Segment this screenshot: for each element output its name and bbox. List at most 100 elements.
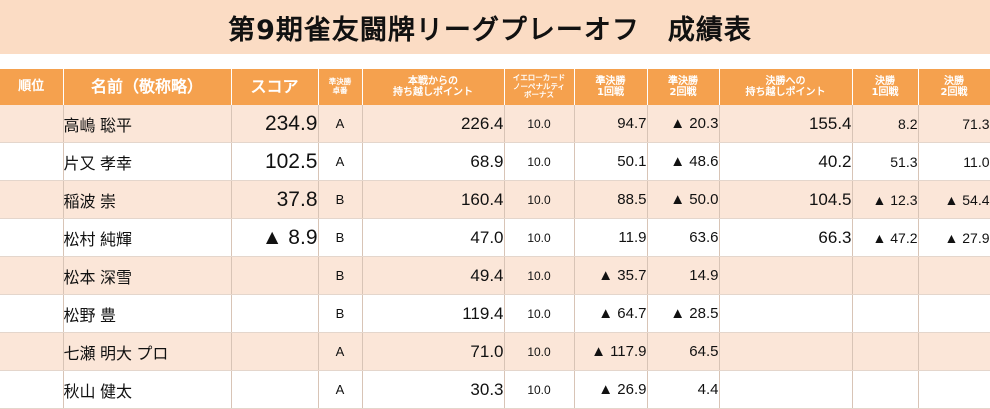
semifinal-round2-cell: ▲ 28.5 <box>647 294 720 333</box>
final-round1-cell <box>852 294 919 333</box>
yellow-card-bonus-cell: 10.0 <box>504 105 575 143</box>
col-header-final-carry: 決勝への 持ち越しポイント <box>719 69 853 105</box>
col-header-name: 名前（敬称略） <box>63 69 232 105</box>
carryover-points-cell: 160.4 <box>362 180 505 219</box>
seed-cell: A <box>318 332 363 371</box>
player-name: 七瀬 明大 プロ <box>63 332 232 371</box>
final-carryover-cell: 155.4 <box>719 105 853 143</box>
yellow-card-bonus-cell: 10.0 <box>504 142 575 181</box>
col-header-rank: 順位 <box>0 69 64 105</box>
final-round2-cell: 11.0 <box>918 142 990 181</box>
semifinal-round2-cell: 14.9 <box>647 256 720 295</box>
semifinal-round2-cell: ▲ 48.6 <box>647 142 720 181</box>
semifinal-round2-cell: 4.4 <box>647 370 720 409</box>
col-header-semi2: 準決勝 2回戦 <box>647 69 720 105</box>
final-round2-cell <box>918 256 990 295</box>
score-cell: ▲ 8.9 <box>231 218 319 257</box>
semifinal-round1-cell: 94.7 <box>574 105 648 143</box>
semifinal-round1-cell: ▲ 26.9 <box>574 370 648 409</box>
seed-cell: A <box>318 370 363 409</box>
table-row: 松野 豊 B 119.4 10.0 ▲ 64.7 ▲ 28.5 <box>0 294 990 333</box>
yellow-card-bonus-cell: 10.0 <box>504 332 575 371</box>
col-header-carry: 本戦からの 持ち越しポイント <box>362 69 505 105</box>
final-carryover-cell <box>719 370 853 409</box>
final-round1-cell: ▲ 47.2 <box>852 218 919 257</box>
final-round1-cell <box>852 256 919 295</box>
semifinal-round2-cell: ▲ 20.3 <box>647 105 720 143</box>
seed-cell: B <box>318 294 363 333</box>
final-round2-cell <box>918 332 990 371</box>
yellow-card-bonus-cell: 10.0 <box>504 370 575 409</box>
table-row: 松村 純輝 ▲ 8.9 B 47.0 10.0 11.9 63.6 66.3 ▲ 47.2 ▲ 2… <box>0 218 990 257</box>
semifinal-round1-cell: ▲ 64.7 <box>574 294 648 333</box>
carryover-points-cell: 47.0 <box>362 218 505 257</box>
score-cell: 37.8 <box>231 180 319 219</box>
score-cell <box>231 370 319 409</box>
table-row: 松本 深雪 B 49.4 10.0 ▲ 35.7 14.9 <box>0 256 990 295</box>
seed-cell: B <box>318 180 363 219</box>
semifinal-round1-cell: ▲ 35.7 <box>574 256 648 295</box>
score-cell <box>231 256 319 295</box>
semifinal-round2-cell: 63.6 <box>647 218 720 257</box>
rank-cell <box>0 180 64 219</box>
rank-cell <box>0 256 64 295</box>
rank-cell <box>0 105 64 143</box>
table-row: 高嶋 聡平 234.9 A 226.4 10.0 94.7 ▲ 20.3 155.4 8.2 71… <box>0 105 990 143</box>
rank-cell <box>0 370 64 409</box>
final-carryover-cell: 104.5 <box>719 180 853 219</box>
col-header-score: スコア <box>231 69 319 105</box>
score-cell: 102.5 <box>231 142 319 181</box>
final-round2-cell: ▲ 27.9 <box>918 218 990 257</box>
final-round1-cell: 8.2 <box>852 105 919 143</box>
results-table: 順位 名前（敬称略） スコア 準決勝 卓番 本戦からの 持ち越しポイント イエローカ… <box>0 69 990 409</box>
table-row: 七瀬 明大 プロ A 71.0 10.0 ▲ 117.9 64.5 <box>0 332 990 371</box>
semifinal-round1-cell: 88.5 <box>574 180 648 219</box>
seed-cell: B <box>318 218 363 257</box>
player-name: 松本 深雪 <box>63 256 232 295</box>
player-name: 高嶋 聡平 <box>63 105 232 143</box>
col-header-seed: 準決勝 卓番 <box>318 69 363 105</box>
seed-cell: B <box>318 256 363 295</box>
player-name: 秋山 健太 <box>63 370 232 409</box>
yellow-card-bonus-cell: 10.0 <box>504 256 575 295</box>
table-row: 稲波 崇 37.8 B 160.4 10.0 88.5 ▲ 50.0 104.5 ▲ 12.3 ▲… <box>0 180 990 219</box>
rank-cell <box>0 294 64 333</box>
rank-cell <box>0 218 64 257</box>
table-row: 片又 孝幸 102.5 A 68.9 10.0 50.1 ▲ 48.6 40.2 51.3 11.… <box>0 142 990 181</box>
carryover-points-cell: 119.4 <box>362 294 505 333</box>
final-carryover-cell: 40.2 <box>719 142 853 181</box>
yellow-card-bonus-cell: 10.0 <box>504 180 575 219</box>
final-round2-cell <box>918 294 990 333</box>
table-row: 秋山 健太 A 30.3 10.0 ▲ 26.9 4.4 <box>0 370 990 409</box>
carryover-points-cell: 68.9 <box>362 142 505 181</box>
final-carryover-cell <box>719 256 853 295</box>
final-carryover-cell: 66.3 <box>719 218 853 257</box>
final-round2-cell <box>918 370 990 409</box>
col-header-yellow: イエローカード ノーペナルティ ボーナス <box>504 69 575 105</box>
col-header-final2: 決勝 2回戦 <box>918 69 990 105</box>
player-name: 松村 純輝 <box>63 218 232 257</box>
final-round1-cell: ▲ 12.3 <box>852 180 919 219</box>
final-round2-cell: ▲ 54.4 <box>918 180 990 219</box>
semifinal-round1-cell: 50.1 <box>574 142 648 181</box>
semifinal-round1-cell: ▲ 117.9 <box>574 332 648 371</box>
col-header-final1: 決勝 1回戦 <box>852 69 919 105</box>
yellow-card-bonus-cell: 10.0 <box>504 294 575 333</box>
rank-cell <box>0 332 64 371</box>
results-body: 高嶋 聡平 234.9 A 226.4 10.0 94.7 ▲ 20.3 155.4 8.2 71… <box>0 105 990 409</box>
carryover-points-cell: 49.4 <box>362 256 505 295</box>
rank-cell <box>0 142 64 181</box>
score-cell <box>231 332 319 371</box>
semifinal-round2-cell: ▲ 50.0 <box>647 180 720 219</box>
seed-cell: A <box>318 142 363 181</box>
player-name: 稲波 崇 <box>63 180 232 219</box>
final-round1-cell <box>852 370 919 409</box>
seed-cell: A <box>318 105 363 143</box>
yellow-card-bonus-cell: 10.0 <box>504 218 575 257</box>
final-round2-cell: 71.3 <box>918 105 990 143</box>
semifinal-round2-cell: 64.5 <box>647 332 720 371</box>
header-row: 順位 名前（敬称略） スコア 準決勝 卓番 本戦からの 持ち越しポイント イエローカ… <box>0 69 990 105</box>
final-round1-cell: 51.3 <box>852 142 919 181</box>
carryover-points-cell: 30.3 <box>362 370 505 409</box>
player-name: 片又 孝幸 <box>63 142 232 181</box>
